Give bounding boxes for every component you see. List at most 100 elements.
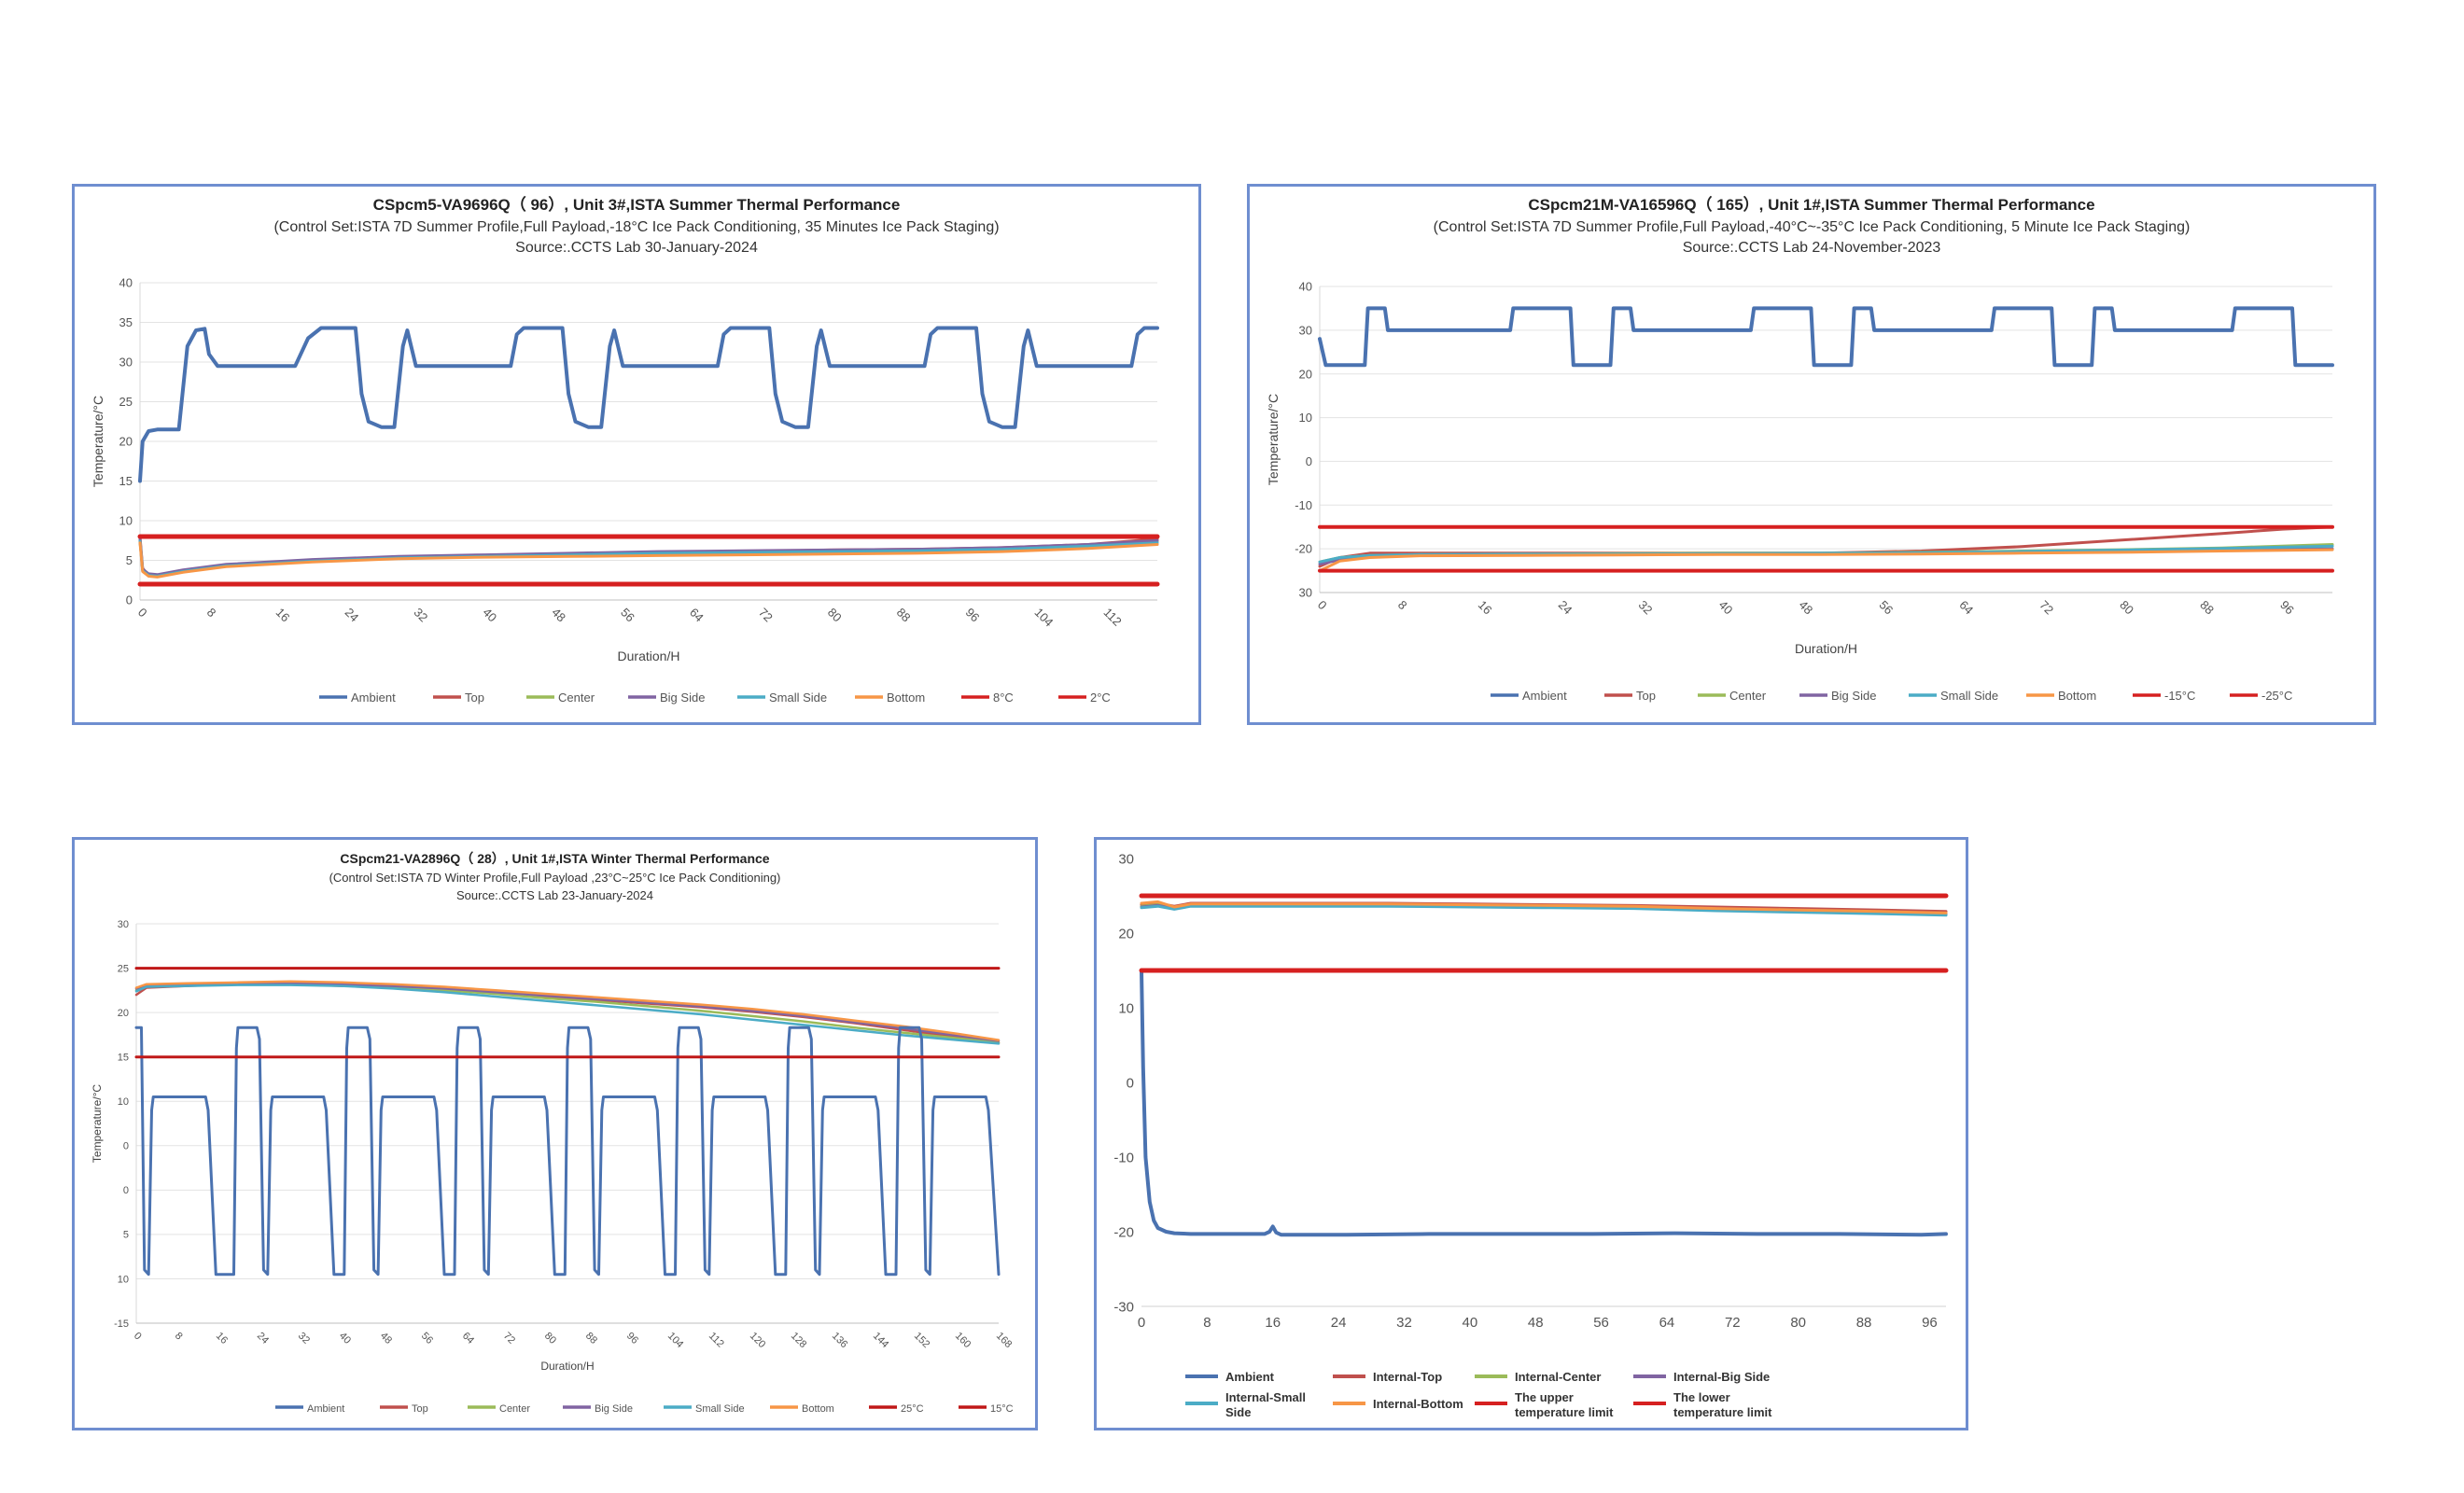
- chart-3-x-tick-label: 104: [665, 1331, 685, 1350]
- chart-2-x-tick-label: 56: [1876, 598, 1896, 618]
- chart-3-y-tick-label: 15: [118, 1053, 129, 1064]
- chart-1-x-tick-label: 8: [204, 606, 219, 621]
- chart-3-y-tick-label: -15: [114, 1319, 129, 1330]
- chart-panel-2: CSpcm21M-VA16596Q（ 165）, Unit 1#,ISTA Su…: [1247, 184, 2376, 725]
- chart-1-x-tick-label: 48: [549, 606, 568, 625]
- chart-1-svg: CSpcm5-VA9696Q（ 96）, Unit 3#,ISTA Summer…: [91, 195, 1160, 705]
- chart-3-x-tick-label: 136: [830, 1331, 849, 1350]
- chart-3-legend-label: Top: [412, 1403, 428, 1415]
- chart-2-y-tick-label: 10: [1299, 411, 1312, 425]
- chart-4-legend-label: Internal-Big Side: [1673, 1370, 1770, 1384]
- chart-1-x-tick-label: 32: [411, 606, 430, 625]
- chart-4-y-tick-label: -10: [1113, 1150, 1134, 1165]
- chart-3-x-tick-label: 80: [542, 1331, 558, 1346]
- chart-1-x-axis-label: Duration/H: [618, 649, 680, 663]
- chart-3-series-bottom-line: [134, 980, 1001, 1041]
- chart-1-y-tick-label: 15: [119, 474, 133, 488]
- chart-3-series-small-side-line: [134, 984, 1001, 1045]
- chart-4-x-tick-label: 64: [1659, 1315, 1675, 1331]
- chart-3-x-tick-label: 152: [912, 1331, 931, 1350]
- chart-4-legend-label: The upper temperature limit: [1515, 1390, 1614, 1419]
- chart-2-y-tick-label: 30: [1299, 586, 1312, 600]
- chart-4-legend-label: Internal-Small Side: [1225, 1390, 1306, 1419]
- chart-4-x-tick-label: 80: [1790, 1315, 1806, 1331]
- chart-2-title: CSpcm21M-VA16596Q（ 165）, Unit 1#,ISTA Su…: [1528, 195, 2094, 214]
- chart-4-x-tick-label: 24: [1331, 1315, 1347, 1331]
- chart-2-x-tick-label: 72: [2037, 598, 2056, 618]
- chart-2-y-tick-label: 40: [1299, 280, 1312, 294]
- chart-1-x-tick-label: 104: [1032, 606, 1057, 630]
- chart-4-x-tick-label: 8: [1203, 1315, 1211, 1331]
- chart-4-y-tick-label: -20: [1113, 1224, 1134, 1240]
- chart-3-y-tick-label: 30: [118, 919, 129, 930]
- chart-3-x-tick-label: 48: [378, 1331, 394, 1346]
- chart-1-source: Source:.CCTS Lab 30-January-2024: [515, 240, 758, 256]
- chart-2-x-axis-label: Duration/H: [1795, 641, 1857, 656]
- chart-1-x-tick-label: 0: [135, 606, 150, 621]
- chart-3-subtitle: (Control Set:ISTA 7D Winter Profile,Full…: [329, 871, 781, 885]
- chart-2-y-tick-label: 20: [1299, 367, 1312, 381]
- chart-4-y-tick-label: 30: [1118, 851, 1134, 867]
- chart-3-x-tick-label: 32: [296, 1331, 312, 1346]
- chart-2-x-tick-label: 96: [2277, 598, 2297, 618]
- chart-1-series-big-side-line: [138, 537, 1159, 577]
- chart-2-source: Source:.CCTS Lab 24-November-2023: [1683, 240, 1941, 256]
- chart-1-x-tick-label: 56: [618, 606, 637, 625]
- chart-panel-1: CSpcm5-VA9696Q（ 96）, Unit 3#,ISTA Summer…: [72, 184, 1201, 725]
- chart-3-legend-label: Bottom: [802, 1403, 834, 1415]
- chart-2-legend-label: Ambient: [1522, 689, 1567, 703]
- chart-2-x-tick-label: 64: [1956, 598, 1976, 618]
- chart-1-series-ambient-line: [138, 326, 1159, 483]
- chart-1-y-tick-label: 5: [126, 553, 133, 567]
- chart-3-x-tick-label: 8: [173, 1331, 185, 1343]
- chart-1-x-tick-label: 72: [756, 606, 776, 625]
- chart-3-x-tick-label: 144: [871, 1331, 890, 1350]
- chart-4-series-internal-small-side-line: [1140, 904, 1948, 917]
- chart-4-legend-label: Internal-Top: [1373, 1370, 1442, 1384]
- chart-3-x-tick-label: 96: [624, 1331, 640, 1346]
- chart-3-x-tick-label: 16: [214, 1331, 230, 1346]
- chart-2-legend-label: Big Side: [1831, 689, 1876, 703]
- chart-2-svg: CSpcm21M-VA16596Q（ 165）, Unit 1#,ISTA Su…: [1266, 195, 2334, 703]
- chart-2-y-tick-label: 0: [1306, 454, 1312, 468]
- chart-3-x-tick-label: 40: [337, 1331, 353, 1346]
- chart-1-y-axis-label: Temperature/°C: [91, 396, 105, 487]
- chart-3-svg: CSpcm21-VA2896Q（ 28）, Unit 1#,ISTA Winte…: [91, 851, 1014, 1415]
- chart-1-legend-label: Top: [465, 691, 484, 705]
- chart-3-y-tick-label: 10: [118, 1096, 129, 1108]
- chart-3-legend-label: Small Side: [695, 1403, 745, 1415]
- chart-1-x-tick-label: 40: [480, 606, 499, 625]
- chart-1-series-center-line: [138, 538, 1159, 578]
- chart-4-y-tick-label: -30: [1113, 1299, 1134, 1315]
- chart-4-legend-label: Ambient: [1225, 1370, 1275, 1384]
- chart-3-y-tick-label: 25: [118, 963, 129, 974]
- chart-2-legend-label: Top: [1636, 689, 1656, 703]
- chart-1-legend-label: 8°C: [993, 691, 1014, 705]
- chart-4-legend-label: The lower temperature limit: [1673, 1390, 1772, 1419]
- chart-1-x-tick-label: 16: [273, 606, 293, 625]
- chart-3-x-axis-label: Duration/H: [540, 1360, 594, 1373]
- chart-1-subtitle: (Control Set:ISTA 7D Summer Profile,Full…: [273, 219, 999, 235]
- chart-2-x-tick-label: 48: [1797, 598, 1816, 618]
- chart-3-y-tick-label: 20: [118, 1008, 129, 1019]
- chart-3-x-tick-label: 168: [994, 1331, 1014, 1350]
- chart-2-y-axis-label: Temperature/°C: [1266, 394, 1281, 485]
- chart-2-x-tick-label: 80: [2117, 598, 2136, 618]
- chart-4-x-tick-label: 56: [1593, 1315, 1609, 1331]
- chart-1-y-tick-label: 20: [119, 435, 133, 449]
- chart-3-x-tick-label: 0: [132, 1331, 144, 1343]
- chart-2-series-top-line: [1318, 525, 2334, 568]
- chart-1-y-tick-label: 40: [119, 276, 133, 290]
- chart-3-y-tick-label: 0: [123, 1141, 129, 1152]
- chart-1-y-tick-label: 30: [119, 356, 133, 370]
- chart-4-x-tick-label: 72: [1725, 1315, 1741, 1331]
- chart-2-legend-label: -15°C: [2164, 689, 2195, 703]
- chart-4-y-tick-label: 0: [1127, 1075, 1134, 1091]
- chart-3-x-tick-label: 88: [583, 1331, 599, 1346]
- chart-4-x-tick-label: 40: [1462, 1315, 1477, 1331]
- chart-1-title: CSpcm5-VA9696Q（ 96）, Unit 3#,ISTA Summer…: [373, 195, 901, 214]
- chart-4-y-tick-label: 10: [1118, 1000, 1134, 1016]
- chart-4-y-tick-label: 20: [1118, 926, 1134, 942]
- chart-3-x-tick-label: 72: [501, 1331, 517, 1346]
